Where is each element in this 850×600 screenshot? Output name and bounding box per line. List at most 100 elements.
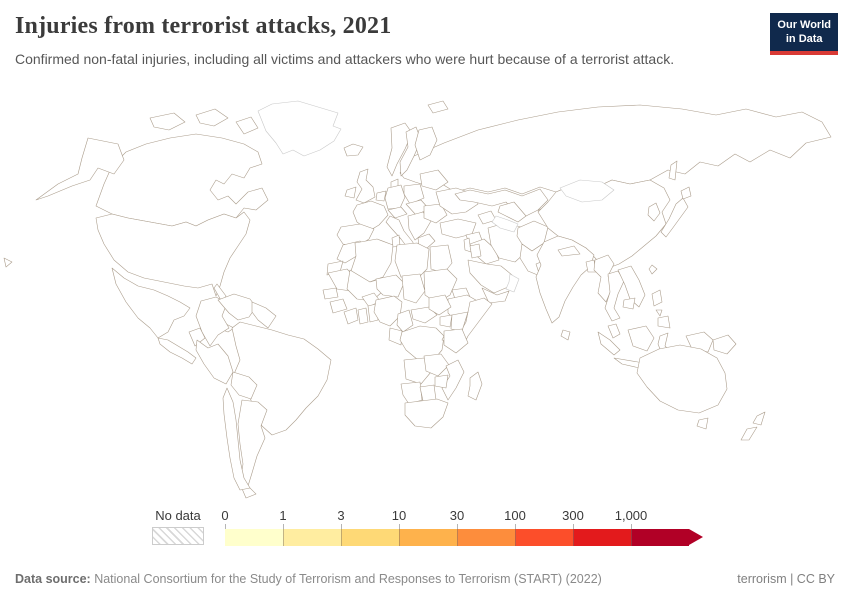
- country-united-states-hawaii[interactable]: [3, 257, 13, 268]
- legend-tick-label: 300: [562, 508, 584, 523]
- country-united-states-alaska[interactable]: [35, 137, 125, 201]
- country-chile[interactable]: [222, 387, 251, 491]
- country-senegal[interactable]: [322, 287, 339, 300]
- country-romania-bulgaria[interactable]: [423, 203, 448, 224]
- country-cambodia[interactable]: [622, 297, 636, 310]
- country-germany[interactable]: [384, 184, 406, 210]
- country-south-africa[interactable]: [404, 398, 449, 429]
- country-egypt[interactable]: [429, 244, 453, 274]
- country-mongolia[interactable]: [559, 179, 615, 203]
- country-balkans[interactable]: [407, 211, 432, 241]
- country-norway[interactable]: [386, 122, 413, 177]
- country-algeria[interactable]: [350, 238, 394, 284]
- legend-segment-7[interactable]: [631, 529, 689, 546]
- country-indonesia-borneo[interactable]: [627, 325, 655, 352]
- country-malaysia[interactable]: [607, 323, 621, 339]
- legend-tick-mark: [225, 524, 226, 529]
- country-central-america[interactable]: [157, 337, 197, 365]
- country-philippines-mindanao[interactable]: [657, 315, 671, 329]
- country-russia[interactable]: [399, 104, 832, 195]
- country-saudi-arabia[interactable]: [467, 259, 513, 294]
- country-united-kingdom[interactable]: [355, 168, 376, 204]
- country-japan-hokkaido[interactable]: [680, 186, 692, 200]
- country-japan[interactable]: [660, 197, 689, 238]
- country-zimbabwe[interactable]: [434, 374, 449, 389]
- country-greenland[interactable]: [257, 100, 342, 157]
- country-sweden[interactable]: [399, 126, 422, 177]
- country-taiwan[interactable]: [648, 264, 658, 275]
- country-oman[interactable]: [505, 273, 520, 293]
- country-switzerland-austria[interactable]: [387, 206, 408, 219]
- country-angola[interactable]: [403, 357, 432, 385]
- country-uzbekistan[interactable]: [497, 201, 527, 223]
- country-canada-arctic-1[interactable]: [149, 112, 186, 131]
- country-central-african-republic[interactable]: [410, 306, 438, 324]
- legend-tick-label: 3: [337, 508, 345, 523]
- country-iceland[interactable]: [343, 143, 364, 157]
- country-philippines-visayas[interactable]: [655, 309, 663, 317]
- country-cameroon[interactable]: [396, 309, 414, 333]
- country-canada-arctic-3[interactable]: [235, 116, 259, 135]
- legend-segment-1[interactable]: [283, 529, 341, 546]
- country-benelux[interactable]: [375, 190, 387, 202]
- country-madagascar[interactable]: [467, 371, 483, 401]
- legend-arrow: [689, 529, 703, 545]
- country-united-states[interactable]: [95, 211, 251, 297]
- country-ivory-coast[interactable]: [343, 307, 359, 325]
- country-peru[interactable]: [195, 339, 234, 385]
- legend-segment-4[interactable]: [457, 529, 515, 546]
- license-link[interactable]: terrorism | CC BY: [737, 572, 835, 586]
- country-nepal[interactable]: [557, 245, 581, 257]
- country-indonesia-sumatra[interactable]: [597, 331, 621, 356]
- country-belarus-baltics[interactable]: [419, 169, 449, 191]
- country-libya[interactable]: [394, 242, 430, 282]
- country-australia[interactable]: [636, 344, 728, 414]
- country-russia-sakhalin[interactable]: [668, 160, 678, 181]
- country-turkmenistan[interactable]: [491, 215, 519, 233]
- country-guinea[interactable]: [329, 298, 348, 314]
- country-canada[interactable]: [95, 133, 269, 227]
- country-niger[interactable]: [375, 274, 405, 298]
- country-france[interactable]: [352, 200, 389, 232]
- country-finland[interactable]: [414, 126, 438, 161]
- country-tanzania[interactable]: [443, 328, 469, 354]
- country-new-zealand-south[interactable]: [740, 426, 758, 441]
- country-bolivia[interactable]: [230, 371, 258, 400]
- country-australia-tasmania[interactable]: [696, 417, 709, 430]
- legend-segment-3[interactable]: [399, 529, 457, 546]
- country-botswana[interactable]: [419, 384, 437, 402]
- country-venezuela[interactable]: [217, 293, 257, 321]
- country-sudan[interactable]: [423, 268, 458, 304]
- country-guyanas[interactable]: [251, 301, 277, 329]
- country-namibia[interactable]: [400, 381, 423, 405]
- country-mozambique[interactable]: [441, 359, 465, 401]
- country-ireland[interactable]: [344, 186, 357, 199]
- country-korea[interactable]: [647, 202, 661, 222]
- country-svalbard[interactable]: [427, 100, 449, 114]
- legend-no-data-swatch[interactable]: [152, 527, 204, 545]
- country-papua-new-guinea[interactable]: [712, 334, 737, 355]
- legend-segment-0[interactable]: [225, 529, 283, 546]
- owid-logo[interactable]: Our World in Data: [770, 13, 838, 55]
- country-india[interactable]: [535, 235, 595, 324]
- legend-segment-6[interactable]: [573, 529, 631, 546]
- country-china[interactable]: [537, 179, 671, 270]
- country-yemen[interactable]: [481, 287, 510, 304]
- country-ecuador[interactable]: [188, 327, 206, 347]
- country-philippines-luzon[interactable]: [651, 289, 663, 307]
- country-ghana[interactable]: [357, 307, 369, 325]
- country-zambia[interactable]: [423, 353, 450, 377]
- country-chad[interactable]: [401, 273, 426, 304]
- country-mexico[interactable]: [111, 267, 191, 339]
- country-jordan[interactable]: [469, 243, 482, 259]
- country-south-sudan[interactable]: [428, 294, 452, 316]
- country-sri-lanka[interactable]: [560, 329, 571, 341]
- country-new-zealand-north[interactable]: [752, 411, 766, 426]
- country-congo-gabon[interactable]: [388, 327, 403, 346]
- legend-segment-2[interactable]: [341, 529, 399, 546]
- country-uganda[interactable]: [439, 314, 453, 328]
- country-nigeria[interactable]: [373, 295, 403, 327]
- country-canada-arctic-2[interactable]: [195, 108, 229, 127]
- country-vietnam-laos[interactable]: [617, 265, 646, 308]
- legend-segment-5[interactable]: [515, 529, 573, 546]
